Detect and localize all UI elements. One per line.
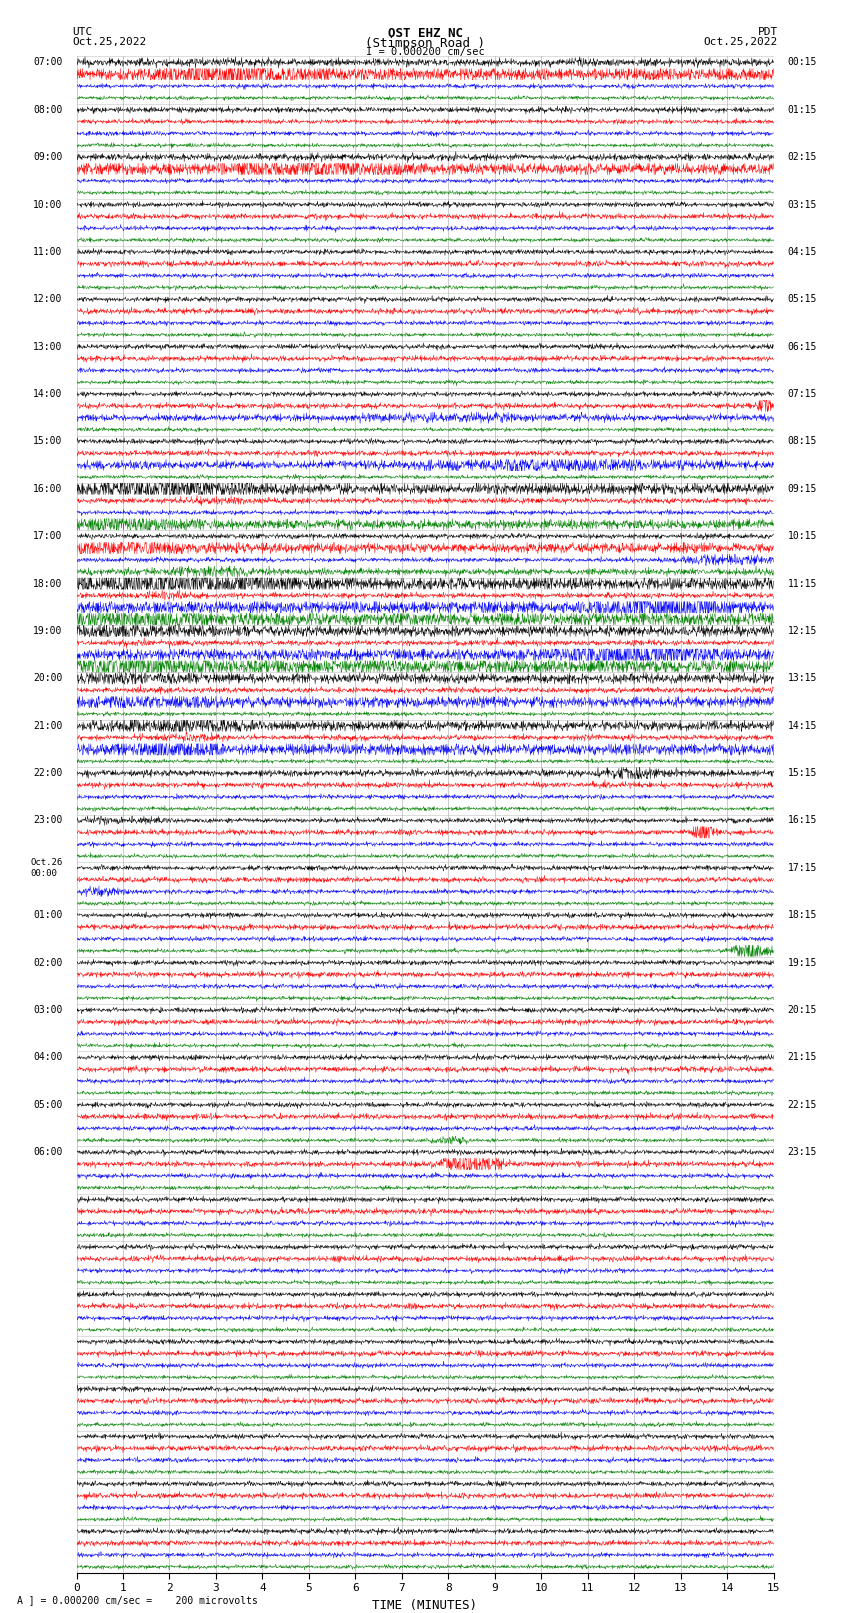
Text: 08:00: 08:00: [33, 105, 63, 115]
Text: 22:00: 22:00: [33, 768, 63, 777]
Text: 03:00: 03:00: [33, 1005, 63, 1015]
Text: 19:15: 19:15: [787, 958, 817, 968]
Text: 02:00: 02:00: [33, 958, 63, 968]
Text: 16:15: 16:15: [787, 816, 817, 826]
Text: 16:00: 16:00: [33, 484, 63, 494]
Text: Oct.25,2022: Oct.25,2022: [72, 37, 146, 47]
Text: 13:15: 13:15: [787, 673, 817, 684]
Text: 20:00: 20:00: [33, 673, 63, 684]
Text: 18:00: 18:00: [33, 579, 63, 589]
Text: 06:00: 06:00: [33, 1147, 63, 1157]
X-axis label: TIME (MINUTES): TIME (MINUTES): [372, 1598, 478, 1611]
Text: OST EHZ NC: OST EHZ NC: [388, 27, 462, 40]
Text: 21:15: 21:15: [787, 1052, 817, 1063]
Text: 17:15: 17:15: [787, 863, 817, 873]
Text: 07:15: 07:15: [787, 389, 817, 398]
Text: 12:00: 12:00: [33, 294, 63, 305]
Text: I = 0.000200 cm/sec: I = 0.000200 cm/sec: [366, 47, 484, 56]
Text: 17:00: 17:00: [33, 531, 63, 542]
Text: 01:00: 01:00: [33, 910, 63, 921]
Text: 05:00: 05:00: [33, 1100, 63, 1110]
Text: 22:15: 22:15: [787, 1100, 817, 1110]
Text: A ] = 0.000200 cm/sec =    200 microvolts: A ] = 0.000200 cm/sec = 200 microvolts: [17, 1595, 258, 1605]
Text: 11:15: 11:15: [787, 579, 817, 589]
Text: 07:00: 07:00: [33, 58, 63, 68]
Text: 10:00: 10:00: [33, 200, 63, 210]
Text: 05:15: 05:15: [787, 294, 817, 305]
Text: 06:15: 06:15: [787, 342, 817, 352]
Text: 15:00: 15:00: [33, 437, 63, 447]
Text: 00:15: 00:15: [787, 58, 817, 68]
Text: 18:15: 18:15: [787, 910, 817, 921]
Text: 01:15: 01:15: [787, 105, 817, 115]
Text: 14:00: 14:00: [33, 389, 63, 398]
Text: 04:15: 04:15: [787, 247, 817, 256]
Text: 03:15: 03:15: [787, 200, 817, 210]
Text: 09:00: 09:00: [33, 152, 63, 163]
Text: 08:15: 08:15: [787, 437, 817, 447]
Text: 09:15: 09:15: [787, 484, 817, 494]
Text: 13:00: 13:00: [33, 342, 63, 352]
Text: 20:15: 20:15: [787, 1005, 817, 1015]
Text: UTC: UTC: [72, 27, 93, 37]
Text: 14:15: 14:15: [787, 721, 817, 731]
Text: PDT: PDT: [757, 27, 778, 37]
Text: Oct.26
00:00: Oct.26 00:00: [31, 858, 63, 877]
Text: 23:00: 23:00: [33, 816, 63, 826]
Text: Oct.25,2022: Oct.25,2022: [704, 37, 778, 47]
Text: 02:15: 02:15: [787, 152, 817, 163]
Text: 04:00: 04:00: [33, 1052, 63, 1063]
Text: 19:00: 19:00: [33, 626, 63, 636]
Text: 12:15: 12:15: [787, 626, 817, 636]
Text: 10:15: 10:15: [787, 531, 817, 542]
Text: 11:00: 11:00: [33, 247, 63, 256]
Text: 23:15: 23:15: [787, 1147, 817, 1157]
Text: 15:15: 15:15: [787, 768, 817, 777]
Text: 21:00: 21:00: [33, 721, 63, 731]
Text: (Stimpson Road ): (Stimpson Road ): [365, 37, 485, 50]
